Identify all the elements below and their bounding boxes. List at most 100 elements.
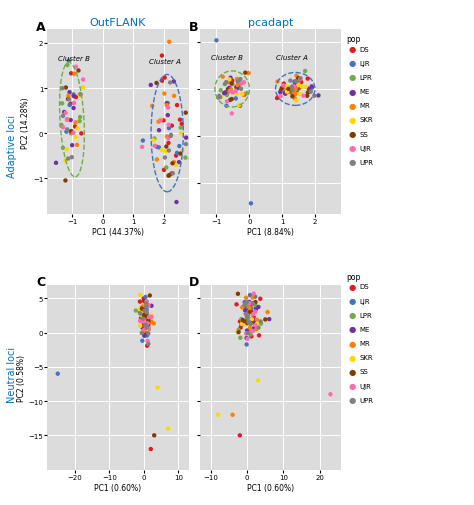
Text: ●: ●	[348, 87, 356, 96]
Point	[142, 307, 149, 315]
Point	[140, 295, 147, 303]
Point	[239, 91, 247, 99]
Point	[287, 89, 294, 97]
Point	[236, 318, 244, 326]
Point	[228, 96, 236, 104]
Text: UPR: UPR	[359, 397, 374, 403]
Point	[251, 293, 259, 301]
Point	[249, 316, 257, 324]
Point	[286, 87, 293, 95]
Point	[139, 324, 146, 332]
Point	[137, 317, 144, 325]
Text: Cluster B: Cluster B	[58, 56, 90, 62]
Point	[290, 90, 297, 98]
Point	[291, 91, 299, 99]
Point	[249, 327, 256, 335]
Point	[153, 143, 161, 152]
Point	[214, 411, 222, 419]
Point	[72, 134, 80, 142]
Point	[141, 330, 149, 338]
Text: B: B	[189, 21, 198, 34]
Point	[139, 308, 146, 316]
Point	[242, 310, 249, 318]
Point	[234, 78, 242, 86]
Point	[250, 290, 257, 298]
Point	[229, 411, 237, 419]
Point	[287, 77, 294, 85]
X-axis label: PC1 (0.60%): PC1 (0.60%)	[247, 483, 294, 491]
Point	[226, 87, 234, 95]
Point	[284, 86, 292, 94]
Point	[158, 53, 166, 61]
Point	[289, 83, 297, 91]
Point	[137, 291, 144, 299]
Point	[292, 82, 300, 90]
Point	[175, 143, 183, 151]
Point	[225, 85, 233, 93]
Point	[244, 329, 252, 337]
Point	[220, 90, 228, 98]
Point	[76, 114, 84, 122]
Point	[139, 324, 147, 332]
Point	[292, 91, 299, 99]
Point	[238, 80, 246, 88]
Point	[141, 308, 149, 316]
Point	[285, 84, 292, 92]
Point	[237, 324, 245, 332]
Point	[168, 122, 176, 130]
Point	[140, 325, 147, 333]
Text: ●: ●	[348, 73, 356, 82]
Point	[165, 172, 173, 180]
Text: SS: SS	[359, 369, 368, 375]
Point	[238, 317, 246, 325]
Point	[139, 314, 147, 322]
Point	[64, 155, 72, 163]
Text: C: C	[36, 276, 45, 289]
Point	[147, 82, 155, 90]
Point	[153, 156, 161, 164]
Point	[296, 84, 303, 92]
Point	[155, 144, 163, 152]
Point	[305, 85, 312, 93]
Point	[247, 305, 255, 313]
Point	[242, 294, 250, 302]
Point	[145, 322, 152, 330]
Point	[241, 298, 248, 307]
Point	[143, 332, 151, 340]
Point	[145, 324, 153, 332]
Point	[164, 425, 172, 433]
Point	[244, 320, 251, 328]
Point	[156, 117, 164, 125]
Point	[235, 83, 242, 91]
Point	[163, 102, 171, 110]
Point	[143, 298, 150, 306]
Text: ME: ME	[359, 326, 370, 332]
Point	[237, 315, 245, 323]
Point	[247, 200, 255, 208]
Point	[243, 321, 251, 329]
Point	[141, 307, 148, 315]
Point	[142, 313, 150, 321]
Point	[137, 310, 144, 318]
Point	[244, 329, 251, 337]
Point	[170, 92, 178, 100]
Point	[233, 84, 240, 92]
Point	[227, 86, 235, 94]
Point	[289, 88, 297, 96]
Point	[138, 304, 146, 312]
Point	[240, 320, 248, 328]
Point	[142, 319, 150, 327]
Point	[142, 309, 149, 317]
Point	[146, 292, 154, 300]
Text: ●: ●	[348, 102, 356, 111]
Point	[249, 327, 256, 335]
Point	[302, 83, 310, 91]
Point	[140, 314, 147, 322]
Point	[163, 100, 171, 108]
Point	[249, 300, 257, 308]
Point	[229, 89, 237, 97]
Point	[217, 93, 225, 102]
Point	[281, 90, 289, 98]
Point	[238, 304, 246, 312]
Point	[294, 82, 302, 90]
